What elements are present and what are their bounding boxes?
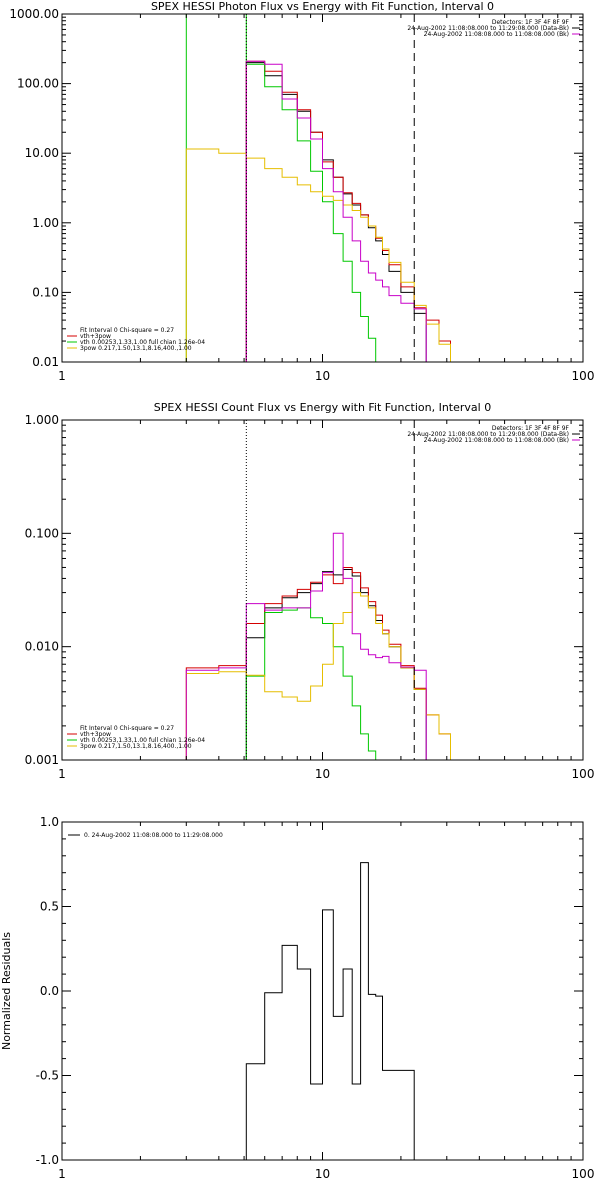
chart-title: SPEX HESSI Photon Flux vs Energy with Fi… (151, 0, 494, 13)
y-tick-label: -0.5 (36, 1069, 59, 1083)
legend-top-text: Detectors: 1F 3F 4F 8F 9F (492, 425, 570, 432)
legend-top-text: Detectors: 1F 3F 4F 8F 9F (492, 19, 570, 26)
series-group (185, 14, 451, 362)
legend-text: 0. 24-Aug-2002 11:08:08.000 to 11:29:08.… (84, 832, 223, 839)
x-tick-label: 1 (58, 1167, 66, 1181)
y-tick-label: 0.01 (32, 355, 59, 369)
y-tick-label: 0.100 (25, 526, 59, 540)
legend-bottom-text: 3pow 0.217,1.50,13.1,8.16,400.,1.00 (80, 345, 192, 352)
series-group (245, 862, 415, 1160)
x-tick-label: 1 (58, 767, 66, 781)
legend-bottom-text: vth 0.00253,1.33,1.00 full chian 1.26e-0… (80, 339, 205, 346)
x-tick-label: 1 (58, 369, 66, 383)
chart-panel-3: Normalized Residuals 1 10 100 -1.0 -0.5 0.0 0.5… (0, 815, 594, 1181)
x-tick-label: 10 (315, 1167, 330, 1181)
chart-panel-2: SPEX HESSI Count Flux vs Energy with Fit… (25, 401, 595, 781)
y-tick-label: 0.0 (40, 984, 59, 998)
x-tick-label: 100 (572, 767, 595, 781)
series-line-residuals (245, 862, 415, 1160)
y-tick-label: 10.00 (25, 146, 59, 160)
legend-bottom-text: vth 0.00253,1.33,1.00 full chian 1.26e-0… (80, 737, 205, 744)
chart-panel-1: SPEX HESSI Photon Flux vs Energy with Fi… (9, 0, 594, 383)
legend-bottom-text: 3pow 0.217,1.50,13.1,8.16,400.,1.00 (80, 743, 192, 750)
y-tick-label: 1.0 (40, 815, 59, 829)
y-tick-label: 0.001 (25, 753, 59, 767)
legend-bottom-text: vth+3pow (80, 333, 111, 340)
legend-bottom-text: Fit Interval 0 Chi-square = 0.27 (80, 327, 174, 334)
series-line-3pow (185, 148, 451, 362)
y-tick-label: -1.0 (36, 1153, 59, 1167)
series-line-bk (245, 60, 427, 362)
y-tick-label: 100.00 (17, 77, 59, 91)
chart-title: SPEX HESSI Count Flux vs Energy with Fit… (154, 401, 491, 414)
x-tick-label: 10 (315, 767, 330, 781)
legend-top-text: 24-Aug-2002 11:08:08.000 to 11:08:08.000… (424, 31, 569, 38)
y-axis-title: Normalized Residuals (0, 932, 13, 1050)
legend-top-text: 24-Aug-2002 11:08:08.000 to 11:29:08.000… (407, 25, 569, 32)
series-line-vth (245, 607, 377, 760)
legend-bottom-text: Fit Interval 0 Chi-square = 0.27 (80, 725, 174, 732)
x-tick-label: 10 (315, 369, 330, 383)
legend-top-text: 24-Aug-2002 11:08:08.000 to 11:08:08.000… (424, 437, 569, 444)
y-tick-label: 0.010 (25, 640, 59, 654)
y-tick-label: 0.5 (40, 900, 59, 914)
series-line-vth (185, 14, 377, 362)
x-tick-label: 100 (572, 1167, 595, 1181)
y-tick-label: 1000.00 (9, 7, 59, 21)
series-line-bk (185, 532, 427, 760)
y-tick-label: 1.00 (32, 216, 59, 230)
y-tick-label: 1.000 (25, 413, 59, 427)
y-tick-label: 0.10 (32, 285, 59, 299)
legend-top-text: 24-Aug-2002 11:08:08.000 to 11:29:08.000… (407, 431, 569, 438)
legend-bottom-text: vth+3pow (80, 731, 111, 738)
x-tick-label: 100 (572, 369, 595, 383)
